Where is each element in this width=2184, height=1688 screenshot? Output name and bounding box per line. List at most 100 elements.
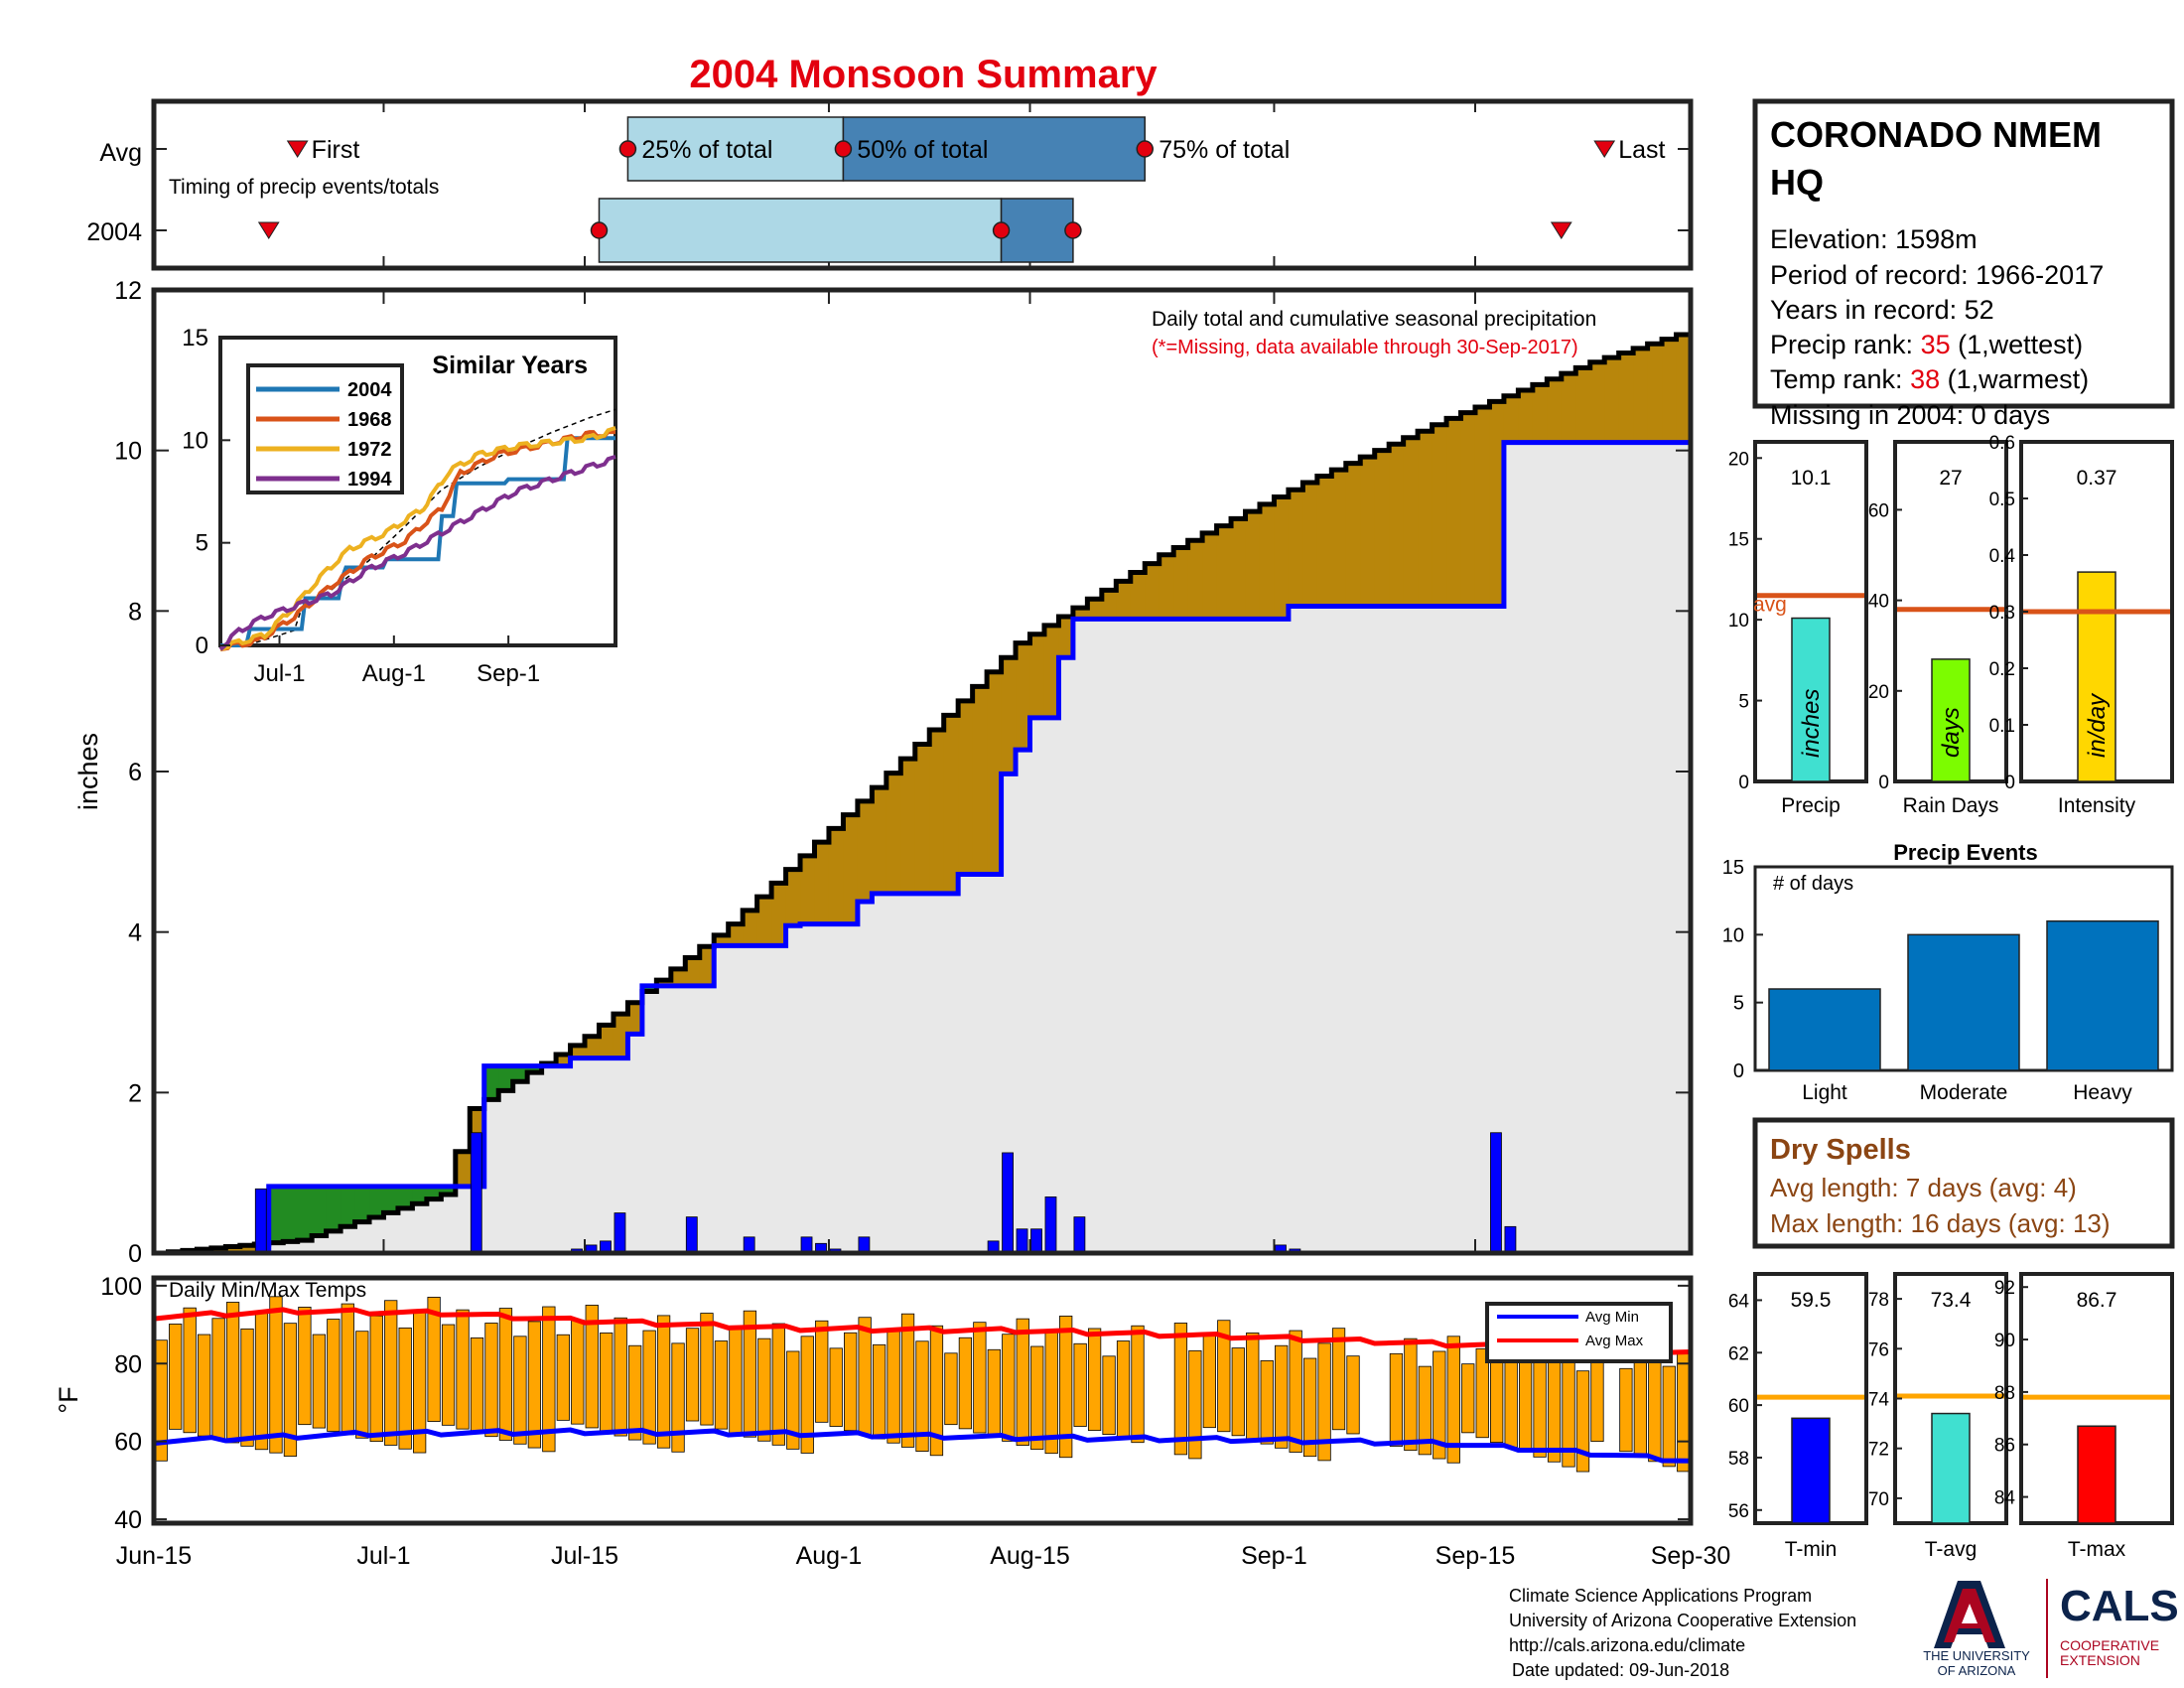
daily-temp-bar [1575,1370,1590,1473]
station-years: Years in record: 52 [1770,295,1994,325]
daily-temp-bar [1202,1335,1216,1429]
above-avg-gap [1446,418,1462,607]
avg-cumulative-line [154,330,1694,1256]
daily-temp-bar [1404,1337,1418,1452]
inset-series-1994 [218,454,616,651]
daily-precip-bar [1073,1216,1086,1254]
daily-temp-bar [685,1328,700,1422]
temp-stat-label: T-avg [1925,1538,1978,1561]
above-avg-gap [714,934,730,946]
temp-stat-bar-t-avg [1931,1412,1971,1524]
above-avg-gap [1633,348,1649,443]
temp-stat-ytick-label: 70 [1868,1489,1889,1510]
ua-logo: THE UNIVERSITY OF ARIZONA [1923,1581,2030,1678]
footer-line-4: Date updated: 09-Jun-2018 [1512,1660,1729,1680]
events-ytick-label: 10 [1722,924,1744,946]
daily-temp-bar [844,1332,858,1432]
above-avg-gap [800,855,816,924]
events-ytick-label: 15 [1722,857,1744,879]
daily-temp-bar [556,1334,570,1421]
daily-temp-bar [169,1324,183,1430]
daily-temp-bar [1677,1350,1691,1473]
daily-temp-bar [1030,1345,1044,1451]
avg-min-line [153,1427,1692,1464]
x-tick-label: Aug-15 [990,1542,1070,1570]
inset-legend-items: 2004 1968 1972 1994 [256,379,392,491]
main-ytick-label: 6 [128,759,142,786]
main-ytick-label: 2 [128,1079,142,1107]
above-avg-gap [699,946,715,986]
daily-precip-bar [614,1212,626,1254]
inset-title: Similar Years [432,352,588,379]
avg-max-line [153,1307,1692,1355]
temp-stat-ytick-label: 64 [1728,1291,1750,1312]
above-avg-gap [1187,540,1203,620]
temp-stats: 59.5 T-min 56 58 60 62 64 73.4 T-avg 70 72 74 76 78 86… [1728,1272,2174,1561]
daily-temp-bar [1446,1336,1460,1464]
above-avg-gap [599,1025,614,1058]
daily-temp-bar [198,1334,211,1437]
above-avg-gap [556,1054,572,1066]
inset-avg-dashed [219,408,616,646]
main-missing-note: (*=Missing, data available through 30-Se… [1152,337,1578,358]
stat-label: Rain Days [1903,794,1999,817]
x-tick-label: Aug-1 [796,1542,863,1570]
above-avg-gap [771,883,787,946]
above-avg-gap [1403,437,1419,607]
inset-legend [246,363,404,494]
above-avg-gap [1561,373,1576,443]
daily-temp-bar [398,1327,412,1450]
stat-unit: days [1938,707,1965,758]
temp-stat-value: 59.5 [1791,1289,1832,1312]
above-avg-gap [1518,390,1534,443]
above-avg-gap [785,869,801,926]
daily-temp-bar [585,1305,599,1429]
above-avg-gap [756,897,772,946]
above-avg-gap [1116,581,1132,620]
temp-ytick-label: 100 [100,1273,142,1301]
temp-stat-ytick-label: 92 [1994,1278,2015,1299]
above-avg-gap [900,759,916,894]
temp-stat-ytick-label: 56 [1728,1501,1749,1522]
above-avg-gap [1087,599,1103,620]
above-avg-gap [1016,642,1031,751]
daily-temp-bar [527,1321,542,1449]
above-avg-gap [570,1045,586,1058]
footer-line-3: http://cals.arizona.edu/climate [1509,1635,1745,1655]
inset-legend-label: 1968 [347,409,392,431]
precip-events-ylabel: # of days [1773,873,1853,895]
inset-axes: 0 5 10 15 Jul-1 Aug-1 Sep-1 [182,325,540,687]
stat-ytick-label: 0.6 [1989,433,2015,454]
above-avg-gap [585,1036,601,1058]
below-avg-gap [312,1186,328,1236]
event-bar-light [1768,988,1881,1071]
event-category-label: Moderate [1920,1081,2008,1104]
main-plot-marks [154,330,1694,1256]
cals-wordmark: CALS [2060,1582,2179,1630]
stat-ytick-label: 0.1 [1989,716,2015,737]
daily-temp-bar [628,1344,642,1441]
stat-bar-days [1931,658,1971,782]
daily-temp-bar [1619,1367,1633,1453]
x-tick-label: Sep-15 [1435,1542,1516,1570]
above-avg-gap [1001,657,1017,774]
below-avg-gap [441,1186,457,1195]
daily-temp-bar [1231,1347,1245,1437]
timing-marker-first [257,221,280,239]
above-avg-gap [1101,590,1117,620]
temp-stat-ytick-label: 84 [1994,1488,2016,1509]
year-area [154,442,1691,1253]
above-avg-gap [914,744,930,894]
precip-events-marks: 0 5 10 15 Light Moderate Heavy [1722,857,2159,1104]
chart-title: 2004 Monsoon Summary [689,53,1158,96]
daily-temp-bar [858,1317,872,1436]
above-avg-gap [814,842,830,924]
temp-stat-value: 73.4 [1931,1289,1972,1312]
daily-temp-bar [327,1319,341,1432]
above-avg-gap [1418,431,1433,607]
daily-temp-bar [786,1350,800,1450]
events-ytick-label: 0 [1733,1060,1744,1082]
daily-temp-bar [829,1347,843,1427]
dry-spells: Dry Spells Avg length: 7 days (avg: 4) M… [1752,1117,2175,1249]
temp-stat-ytick-label: 88 [1994,1383,2015,1404]
